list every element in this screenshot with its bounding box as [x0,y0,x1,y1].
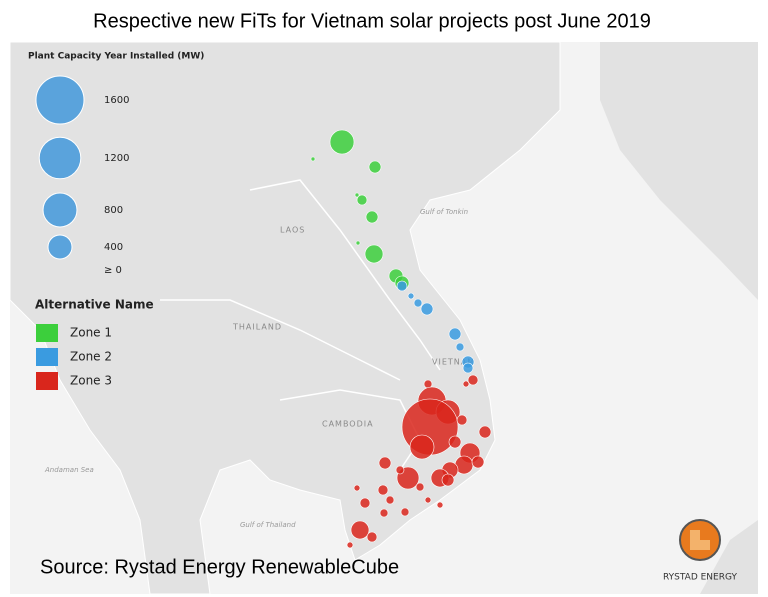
map-label: VIETNAM [432,358,475,367]
project-bubble [455,342,465,352]
size-legend-label: 1200 [104,153,129,164]
project-bubble [462,380,470,388]
project-bubble [467,374,479,386]
project-bubble [364,244,384,264]
zone-label: Zone 3 [70,374,112,388]
project-bubble [395,465,405,475]
sea-label: Gulf of Tonkin [420,208,468,216]
project-bubble [407,292,415,300]
project-bubble [462,362,474,374]
project-bubble [366,531,378,543]
project-bubble [379,508,389,518]
project-bubble [365,210,379,224]
project-bubble [353,484,361,492]
map-label: LAOS [280,226,305,235]
land-east [600,42,758,300]
zone-label: Zone 1 [70,326,112,340]
size-legend-circle [47,234,73,260]
zone-label: Zone 2 [70,350,112,364]
project-bubble [436,501,444,509]
zone-swatch [36,324,58,342]
project-bubble [409,434,435,460]
project-bubble [359,497,371,509]
map-label: CAMBODIA [322,420,374,429]
logo-text: RYSTAD ENERGY [663,573,738,583]
project-bubble [346,541,354,549]
project-bubble [400,507,410,517]
zone-swatch [36,372,58,390]
project-bubble [355,240,361,246]
project-bubble [310,156,316,162]
project-bubble [378,456,392,470]
project-bubble [413,298,423,308]
size-legend-label: ≥ 0 [104,265,122,276]
size-legend-label: 1600 [104,95,129,106]
project-bubble [420,302,434,316]
project-bubble [385,495,395,505]
project-bubble [448,327,462,341]
logo-ring [679,519,721,561]
zone-swatch [36,348,58,366]
sea-label: Gulf of Thailand [240,521,296,529]
project-bubble [448,435,462,449]
project-bubble [478,425,492,439]
source: Source: Rystad Energy RenewableCube [40,556,399,578]
project-bubble [415,482,425,492]
size-legend-title: Plant Capacity Year Installed (MW) [28,52,204,62]
project-bubble [329,129,355,155]
size-legend-label: 400 [104,242,123,253]
size-legend-circle [35,75,85,125]
project-bubble [471,455,485,469]
size-legend-circle [42,192,78,228]
project-bubble [456,414,468,426]
sea-label: Andaman Sea [44,466,94,474]
map-label: THAILAND [232,323,282,332]
project-bubble [424,496,432,504]
project-bubble [377,484,389,496]
title: Respective new FiTs for Vietnam solar pr… [93,10,651,32]
logo-mark [690,530,710,550]
project-bubble [396,280,408,292]
project-bubble [441,473,455,487]
size-legend-label: 800 [104,205,123,216]
logo [679,519,721,561]
project-bubble [350,520,370,540]
project-bubble [368,160,382,174]
project-bubble [356,194,368,206]
land-island [700,520,758,594]
project-bubble [354,192,360,198]
size-legend-circle [38,136,82,180]
color-legend-title: Alternative Name [35,298,154,312]
